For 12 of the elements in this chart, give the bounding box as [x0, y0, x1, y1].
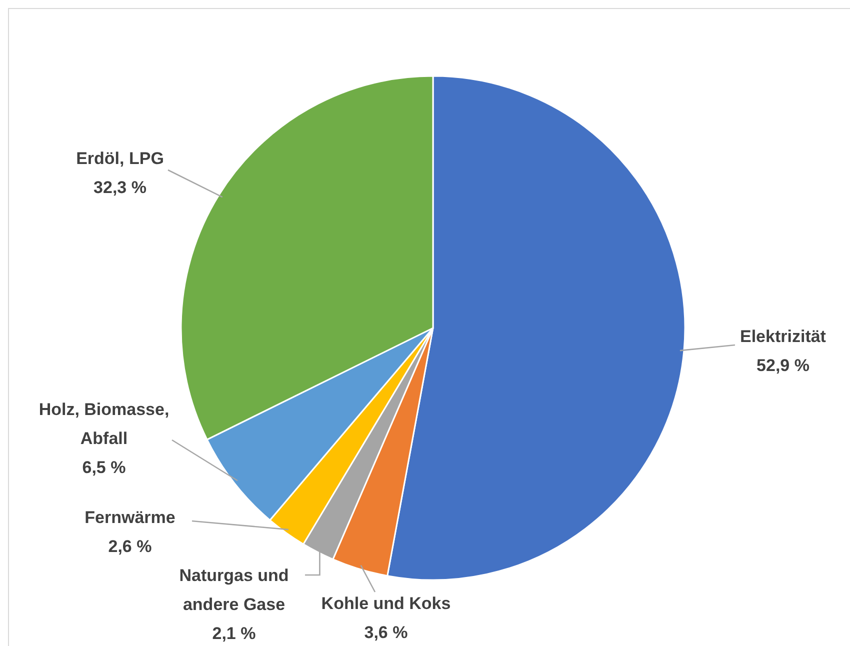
data-label: 3,6 %: [364, 623, 408, 642]
slice-label: Fernwärme: [84, 508, 176, 527]
slice-label: Elektrizität: [740, 327, 826, 346]
data-label: 2,6 %: [108, 537, 152, 556]
data-label: 52,9 %: [756, 356, 810, 375]
data-label: 6,5 %: [82, 458, 126, 477]
slice-label: Naturgas und andere Gase: [179, 566, 289, 614]
slice-label: Holz, Biomasse, Abfall: [38, 400, 170, 448]
data-label: 32,3 %: [94, 178, 146, 197]
slice-label: Kohle und Koks: [321, 594, 451, 613]
data-label: 2,1 %: [212, 624, 256, 643]
slice-label: Erdöl, LPG: [76, 149, 164, 168]
